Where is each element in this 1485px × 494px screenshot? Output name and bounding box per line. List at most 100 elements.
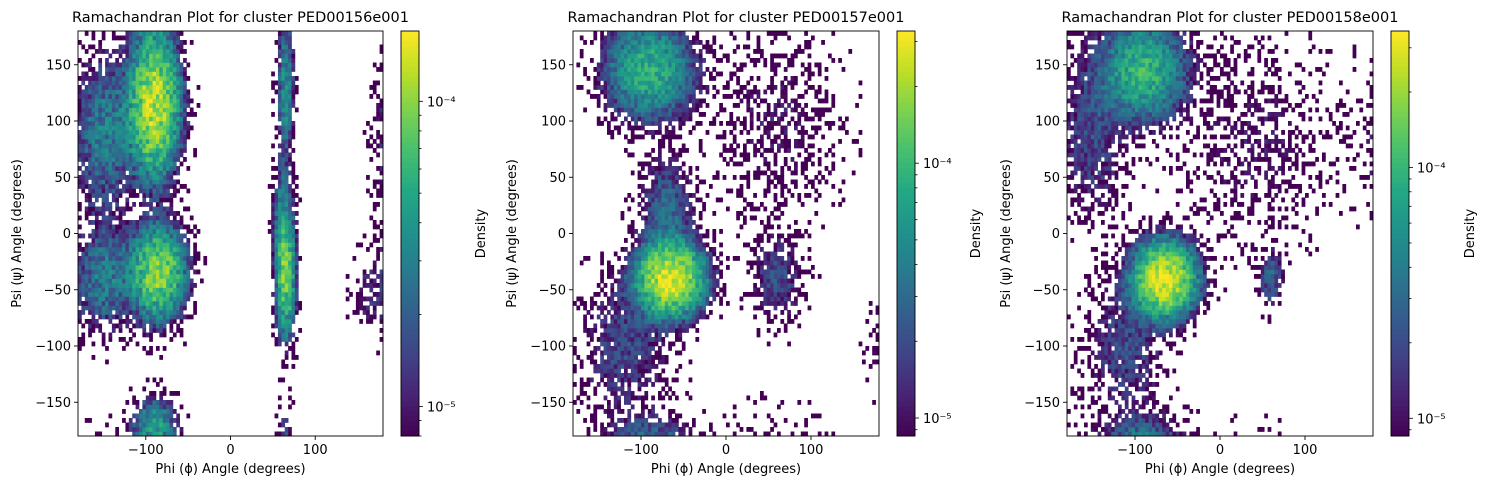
- density-cell: [583, 72, 587, 77]
- density-cell: [129, 270, 133, 275]
- density-cell: [634, 418, 638, 423]
- density-cell: [170, 81, 174, 86]
- density-cell: [156, 202, 160, 207]
- density-cell: [638, 58, 642, 63]
- density-cell: [193, 256, 197, 261]
- density-cell: [186, 90, 190, 95]
- density-cell: [668, 270, 672, 275]
- density-cell: [136, 234, 140, 239]
- density-cell: [678, 351, 682, 356]
- density-cell: [136, 72, 140, 77]
- density-cell: [638, 418, 642, 423]
- density-cell: [281, 243, 285, 248]
- density-cell: [149, 252, 153, 257]
- density-cell: [288, 45, 292, 50]
- density-cell: [122, 58, 126, 63]
- density-cell: [604, 427, 608, 432]
- density-cell: [292, 234, 296, 239]
- density-cell: [621, 297, 625, 302]
- density-cell: [689, 220, 693, 225]
- density-cell: [88, 198, 92, 203]
- density-cell: [92, 94, 96, 99]
- density-cell: [183, 207, 187, 212]
- density-cell: [142, 279, 146, 284]
- density-cell: [281, 310, 285, 315]
- density-cell: [271, 99, 275, 104]
- density-cell: [627, 283, 631, 288]
- density-cell: [651, 94, 655, 99]
- density-cell: [641, 405, 645, 410]
- density-cell: [689, 297, 693, 302]
- density-cell: [661, 135, 665, 140]
- colorbar-swatch: [401, 107, 419, 112]
- density-cell: [173, 333, 177, 338]
- density-cell: [634, 45, 638, 50]
- density-cell: [136, 270, 140, 275]
- density-cell: [163, 76, 167, 81]
- density-cell: [621, 45, 625, 50]
- density-cell: [641, 306, 645, 311]
- colorbar-label: Density: [474, 208, 489, 258]
- density-cell: [142, 328, 146, 333]
- density-cell: [658, 112, 662, 117]
- density-cell: [166, 423, 170, 428]
- density-cell: [271, 256, 275, 261]
- density-cell: [658, 144, 662, 149]
- density-cell: [156, 112, 160, 117]
- density-cell: [102, 279, 106, 284]
- density-cell: [139, 40, 143, 45]
- density-cell: [624, 369, 628, 374]
- density-cell: [716, 265, 720, 270]
- density-cell: [651, 171, 655, 176]
- density-cell: [156, 175, 160, 180]
- density-cell: [146, 54, 150, 59]
- density-cell: [675, 418, 679, 423]
- colorbar-swatch: [401, 72, 419, 77]
- density-cell: [373, 234, 377, 239]
- density-cell: [641, 369, 645, 374]
- density-cell: [288, 216, 292, 221]
- density-cell: [159, 126, 163, 131]
- density-cell: [655, 63, 659, 68]
- density-cell: [115, 153, 119, 158]
- density-cell: [98, 328, 102, 333]
- density-cell: [183, 301, 187, 306]
- density-cell: [98, 301, 102, 306]
- density-cell: [98, 279, 102, 284]
- density-cell: [88, 274, 92, 279]
- density-cell: [644, 355, 648, 360]
- density-cell: [112, 229, 116, 234]
- density-cell: [617, 396, 621, 401]
- density-cell: [621, 31, 625, 36]
- density-cell: [85, 184, 89, 189]
- density-cell: [180, 135, 184, 140]
- density-cell: [655, 279, 659, 284]
- density-cell: [176, 40, 180, 45]
- density-cell: [159, 184, 163, 189]
- density-cell: [672, 211, 676, 216]
- density-cell: [292, 85, 296, 90]
- density-cell: [644, 31, 648, 36]
- density-cell: [156, 346, 160, 351]
- density-cell: [186, 261, 190, 266]
- density-cell: [125, 108, 129, 113]
- density-cell: [672, 202, 676, 207]
- density-cell: [112, 72, 116, 77]
- density-cell: [146, 76, 150, 81]
- density-cell: [85, 418, 89, 423]
- density-cell: [156, 256, 160, 261]
- density-cell: [655, 310, 659, 315]
- density-cell: [692, 76, 696, 81]
- density-cell: [610, 36, 614, 41]
- density-cell: [621, 36, 625, 41]
- density-cell: [682, 117, 686, 122]
- density-cell: [706, 261, 710, 266]
- density-cell: [668, 189, 672, 194]
- density-cell: [275, 261, 279, 266]
- density-cell: [78, 85, 82, 90]
- density-cell: [607, 67, 611, 72]
- density-cell: [292, 175, 296, 180]
- density-cell: [173, 144, 177, 149]
- density-cell: [706, 243, 710, 248]
- density-cell: [176, 220, 180, 225]
